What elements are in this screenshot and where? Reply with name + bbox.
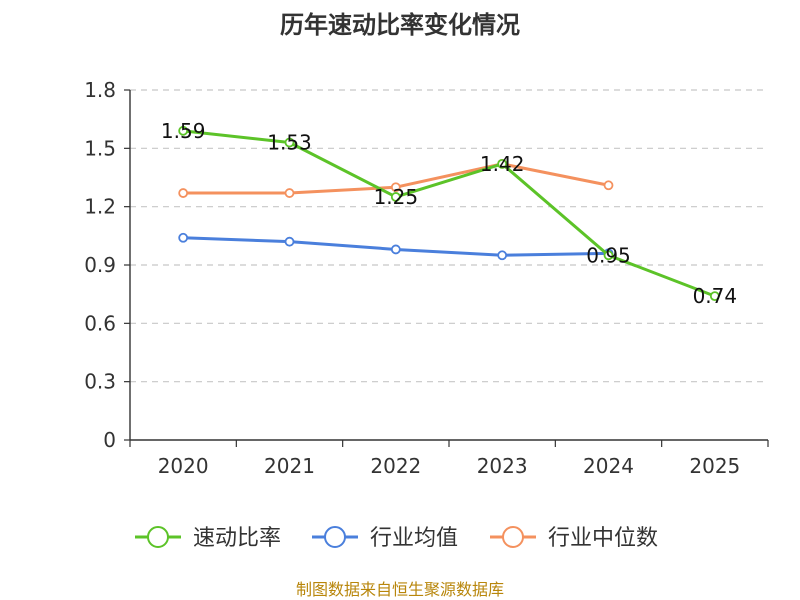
legend-label: 行业均值: [370, 526, 458, 551]
series-layer: [178, 125, 720, 302]
series-line: [183, 129, 716, 298]
data-label: 1.25: [374, 185, 419, 209]
data-point: [603, 250, 614, 261]
axes: 0 0.3 0.6 0.9 1.2 1.5 1.8 2020 2021 2022 2023 2024 2…: [84, 78, 769, 478]
gridlines: [130, 89, 768, 383]
data-point: [497, 250, 508, 261]
data-point: [178, 232, 189, 243]
data-label: 0.95: [586, 243, 631, 267]
data-point: [390, 182, 401, 193]
legend-item[interactable]: 行业中位数: [490, 526, 658, 551]
data-point: [284, 137, 295, 148]
data-point: [390, 244, 401, 255]
y-tick-label: 1.8: [84, 78, 116, 102]
x-tick-label: 2025: [689, 454, 740, 478]
x-tick-label: 2020: [158, 454, 209, 478]
y-tick-label: 1.5: [84, 136, 116, 160]
data-label: 1.59: [161, 119, 206, 143]
data-point: [178, 188, 189, 198]
x-tick-label: 2022: [370, 454, 421, 478]
legend-label: 速动比率: [193, 526, 281, 551]
x-tick-label: 2023: [477, 454, 528, 478]
data-point: [709, 291, 720, 302]
data-point: [284, 188, 295, 198]
source-note: 制图数据来自恒生聚源数据库: [296, 580, 504, 599]
legend-marker: [324, 526, 346, 548]
data-point: [497, 158, 508, 169]
legend-marker: [502, 526, 524, 548]
data-point: [284, 236, 295, 247]
y-tick-label: 0: [103, 428, 116, 452]
x-tick-label: 2021: [264, 454, 315, 478]
data-label: 1.42: [480, 152, 525, 176]
data-labels: 1.59 1.53 1.25 1.42 0.95 0.74: [161, 119, 737, 308]
data-point: [390, 192, 401, 202]
legend-label: 行业中位数: [548, 526, 658, 551]
legend-item[interactable]: 行业均值: [312, 526, 458, 551]
legend[interactable]: 速动比率 行业均值 行业中位数: [135, 526, 658, 551]
legend-item[interactable]: 速动比率: [135, 526, 281, 551]
legend-marker: [147, 526, 169, 548]
data-point: [178, 125, 189, 136]
y-tick-label: 0.3: [84, 370, 116, 394]
data-label: 1.53: [267, 131, 312, 155]
y-tick-label: 0.9: [84, 253, 116, 277]
data-point: [603, 180, 614, 191]
y-tick-label: 1.2: [84, 195, 116, 219]
y-tick-label: 0.6: [84, 311, 116, 335]
chart-title: 历年速动比率变化情况: [280, 11, 520, 39]
data-label: 0.74: [693, 284, 738, 308]
x-tick-label: 2024: [583, 454, 634, 478]
